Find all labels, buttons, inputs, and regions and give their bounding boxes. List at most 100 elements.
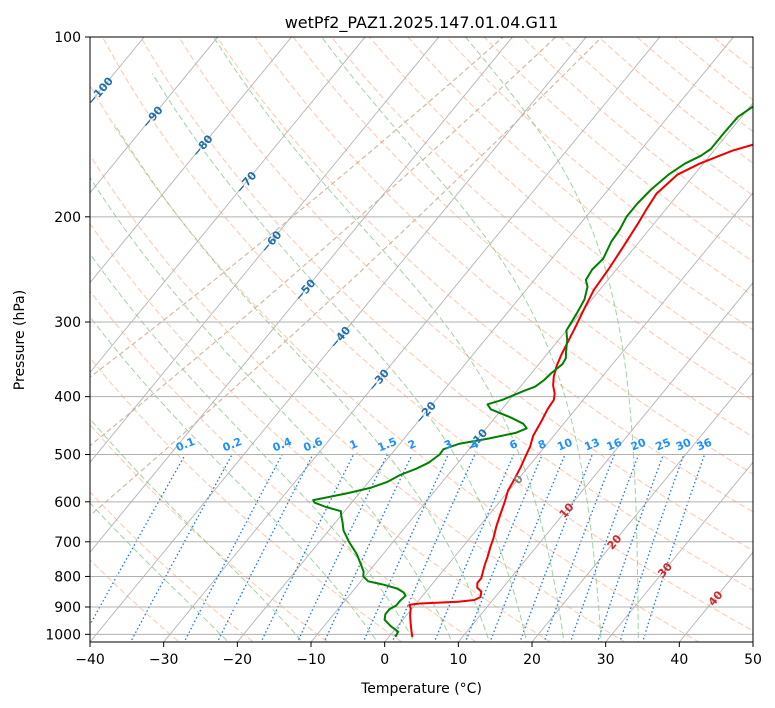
dewpoint-line	[312, 105, 753, 638]
moist-adiabat	[90, 316, 378, 642]
mixing-ratio-label: 13	[583, 436, 602, 454]
dry-adiabat	[90, 491, 254, 642]
moist-adiabat	[114, 124, 490, 642]
reference-line-labels: −100−90−80−70−60−50−40−30−20−10010203040…	[85, 74, 726, 608]
y-tick-label: 400	[54, 390, 81, 406]
mixing-ratio-line	[464, 454, 543, 642]
mixing-ratio-label: 36	[695, 436, 714, 454]
dry-adiabat	[407, 37, 753, 331]
isotherm-label: −60	[258, 228, 284, 255]
dry-adiabat	[178, 37, 753, 552]
y-tick-label: 700	[54, 535, 81, 551]
mixing-ratio-line	[391, 454, 476, 642]
mixing-ratio-label: 1.5	[376, 435, 399, 454]
mixing-ratio-label: 10	[555, 436, 574, 454]
isotherm-line	[0, 37, 70, 647]
mixing-ratio-label: 20	[629, 436, 648, 454]
isotherm-line	[90, 37, 366, 374]
mixing-ratio-label: 0.4	[271, 435, 294, 454]
moist-adiabat	[213, 37, 565, 642]
isotherm-line	[90, 37, 440, 464]
isotherm-line	[605, 461, 753, 642]
isotherm-label: −30	[366, 366, 392, 393]
x-tick-label: 30	[597, 652, 615, 668]
isotherm-label: −50	[293, 276, 319, 303]
mixing-ratio-line	[183, 454, 283, 642]
dry-adiabat	[636, 37, 753, 132]
dry-adiabat	[674, 37, 753, 101]
isotherm-line	[90, 37, 219, 194]
mixing-ratio-label: 0.2	[221, 435, 244, 454]
x-tick-label: −20	[223, 652, 253, 668]
moist-adiabat	[151, 73, 528, 642]
x-tick-label: −40	[75, 652, 105, 668]
dry-adiabat	[369, 37, 753, 366]
sounding-series	[312, 105, 753, 638]
reference-curve	[90, 37, 603, 517]
mixing-ratio-label: 6	[508, 437, 520, 452]
dry-adiabat	[90, 84, 700, 642]
mixing-ratio-label: 0.1	[174, 435, 197, 454]
moist-adiabat	[321, 37, 602, 642]
mixing-ratio-line	[569, 454, 640, 642]
mixing-ratio-line	[433, 454, 515, 642]
dry-adiabat	[751, 37, 753, 39]
y-axis: 100 200 300 400 500 600 700 800 900 1000	[45, 30, 90, 643]
dry-adiabat	[90, 357, 403, 642]
dry-adiabat	[216, 37, 753, 513]
mixing-ratio-line	[296, 454, 388, 642]
dry-adiabat	[331, 37, 753, 402]
y-axis-label: Pressure (hPa)	[12, 290, 28, 390]
isotherm-line	[90, 37, 513, 553]
y-tick-label: 100	[54, 30, 81, 46]
moist-adiabat	[465, 37, 639, 642]
moist-adiabat	[90, 176, 453, 642]
isotherm-line	[531, 371, 753, 642]
background-lines	[0, 37, 753, 647]
dry-adiabat	[101, 37, 753, 632]
isotherm-line	[90, 37, 292, 284]
mixing-ratio-label: 0.6	[302, 435, 325, 454]
x-axis-label: Temperature (°C)	[360, 681, 482, 697]
isotherm-line	[236, 37, 734, 642]
y-tick-label: 1000	[45, 627, 81, 643]
x-axis: −40 −30 −20 −10 0 10 20 30 40 50	[75, 642, 762, 668]
x-tick-label: −30	[149, 652, 179, 668]
x-tick-label: −10	[296, 652, 326, 668]
mixing-ratio-label: 1	[348, 437, 360, 452]
isotherm-line	[678, 551, 753, 642]
isotherm-label: −20	[413, 399, 439, 426]
temperature-line	[408, 143, 753, 638]
reference-curve	[90, 37, 557, 447]
isotherm-line	[163, 37, 661, 642]
plot-frame	[89, 36, 754, 643]
pressure-gridlines	[90, 37, 753, 635]
dry-adiabat	[560, 37, 753, 197]
mixing-ratio-label: 2	[406, 437, 418, 452]
mixing-ratio-label: 30	[674, 436, 693, 454]
mixing-ratio-line	[90, 454, 186, 627]
isotherm-label: −80	[190, 132, 216, 159]
mixing-ratio-line	[260, 454, 355, 642]
x-tick-label: 20	[523, 652, 541, 668]
chart-title: wetPf2_PAZ1.2025.147.01.04.G11	[285, 13, 559, 33]
isotherm-line	[457, 281, 753, 642]
dry-adiabat	[292, 37, 753, 438]
y-tick-label: 300	[54, 315, 81, 331]
dry-adiabat	[254, 37, 753, 475]
x-tick-label: 50	[744, 652, 762, 668]
x-tick-label: 0	[380, 652, 389, 668]
mixing-ratio-line	[641, 454, 706, 642]
isotherm-line	[90, 37, 587, 642]
mixing-ratio-line	[362, 454, 449, 642]
mixing-ratio-label: 25	[654, 436, 673, 454]
dry-adiabat	[483, 37, 753, 263]
isotherm-line	[384, 192, 753, 642]
mixing-ratio-line	[129, 454, 233, 642]
isotherm-label: −90	[140, 103, 166, 130]
mixing-ratio-line	[619, 454, 685, 642]
moist-adiabat	[90, 252, 416, 642]
mixing-ratio-line	[216, 454, 314, 642]
x-tick-label: 10	[449, 652, 467, 668]
y-tick-label: 900	[54, 600, 81, 616]
